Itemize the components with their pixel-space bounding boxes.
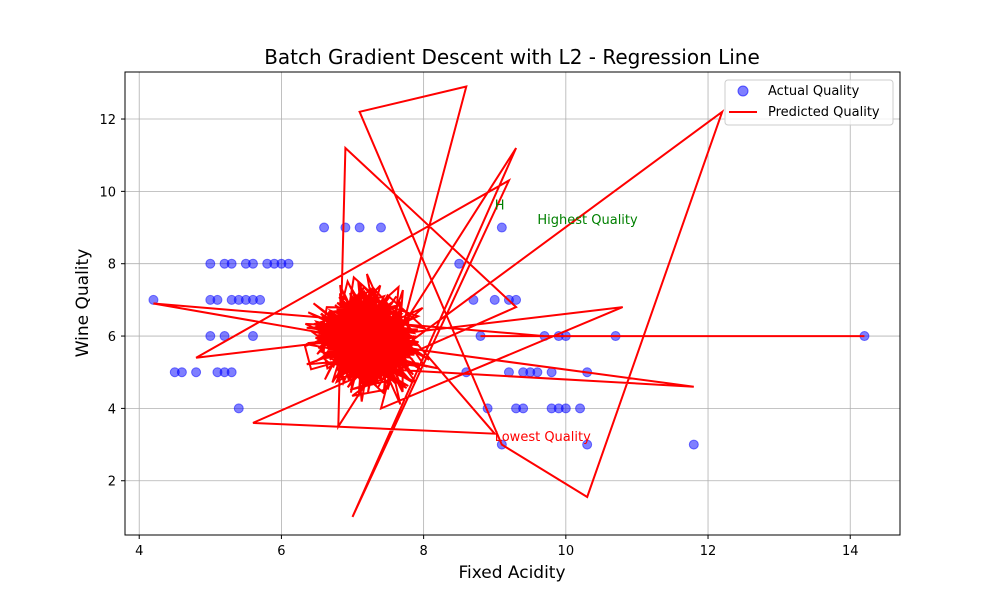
x-tick-label: 10 [558,544,575,559]
actual-quality-point [582,439,593,450]
x-tick-label: 14 [842,544,859,559]
y-tick-label: 8 [108,258,116,273]
actual-quality-point [233,403,244,414]
legend-label-predicted: Predicted Quality [768,105,880,120]
actual-quality-point [518,403,529,414]
y-tick-label: 12 [99,113,116,128]
actual-quality-point [283,258,294,269]
x-tick-label: 8 [419,544,427,559]
actual-quality-point [375,222,386,233]
actual-quality-point [226,367,237,378]
x-tick-label: 12 [700,544,717,559]
annotation-label: Highest Quality [537,213,638,228]
annotation-label: Lowest Quality [495,430,591,445]
actual-quality-point [212,294,223,305]
actual-quality-point [191,367,202,378]
actual-quality-point [688,439,699,450]
actual-quality-point [489,294,500,305]
plot-frame [124,71,901,536]
y-tick-label: 6 [108,330,116,345]
axis-ticks: 4 6 8 10 12 14 2 4 6 8 10 12 [99,113,858,559]
actual-quality-point [511,294,522,305]
x-tick-label: 4 [135,544,143,559]
actual-quality-point [496,222,507,233]
actual-quality-point [532,367,543,378]
actual-quality-point [205,331,216,342]
actual-quality-point [340,222,351,233]
actual-quality-point [205,258,216,269]
y-tick-label: 2 [108,475,116,490]
annotations: H Highest Quality Lowest Quality [495,198,638,445]
predicted-quality-line [153,85,865,518]
legend-label-actual: Actual Quality [768,84,860,99]
x-axis-label: Fixed Acidity [458,563,565,583]
actual-quality-point [454,258,465,269]
actual-quality-point [319,222,330,233]
legend: Actual Quality Predicted Quality [724,79,894,126]
actual-quality-point [176,367,187,378]
actual-quality-point [575,403,586,414]
y-tick-label: 10 [99,185,116,200]
actual-quality-point [354,222,365,233]
actual-quality-point [247,331,258,342]
annotation-label: H [495,198,505,213]
y-axis-label: Wine Quality [73,249,93,358]
chart-title: Batch Gradient Descent with L2 - Regress… [264,45,760,69]
actual-quality-point [255,294,266,305]
plot-area [148,85,870,518]
x-tick-label: 6 [277,544,285,559]
actual-quality-point [226,258,237,269]
legend-box [724,79,894,126]
actual-quality-point [560,403,571,414]
legend-marker-actual [737,85,749,97]
y-tick-label: 4 [108,402,116,417]
actual-quality-point [247,258,258,269]
